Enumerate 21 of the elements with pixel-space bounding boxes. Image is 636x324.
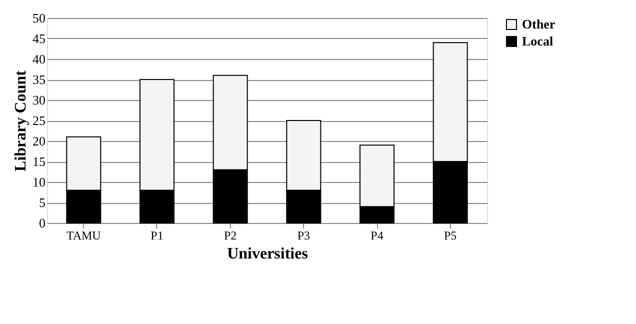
y-tick-label: 5 xyxy=(39,195,46,210)
x-tick-label: P4 xyxy=(370,228,384,242)
y-tick-label: 0 xyxy=(39,216,46,230)
y-axis-title: Library Count xyxy=(12,70,30,172)
x-tick-label: P3 xyxy=(297,228,310,242)
legend-label: Local xyxy=(522,34,554,48)
y-tick-label: 50 xyxy=(32,10,46,26)
y-tick-label: 35 xyxy=(32,72,46,87)
y-tick-label: 15 xyxy=(32,154,46,169)
x-tick-label: TAMU xyxy=(66,228,102,242)
y-tick-label: 45 xyxy=(32,31,46,46)
x-tick-label: P1 xyxy=(150,228,164,242)
y-tick-label: 10 xyxy=(32,174,46,190)
y-tick-label: 30 xyxy=(32,92,46,108)
x-tick-label: P2 xyxy=(224,228,237,242)
x-axis-title: Universities xyxy=(227,246,308,262)
y-tick-label: 20 xyxy=(32,134,46,148)
legend-label: Other xyxy=(522,16,556,32)
y-tick-label: 40 xyxy=(32,52,46,66)
x-tick-label: P5 xyxy=(444,228,457,242)
y-tick-label: 25 xyxy=(32,113,46,128)
